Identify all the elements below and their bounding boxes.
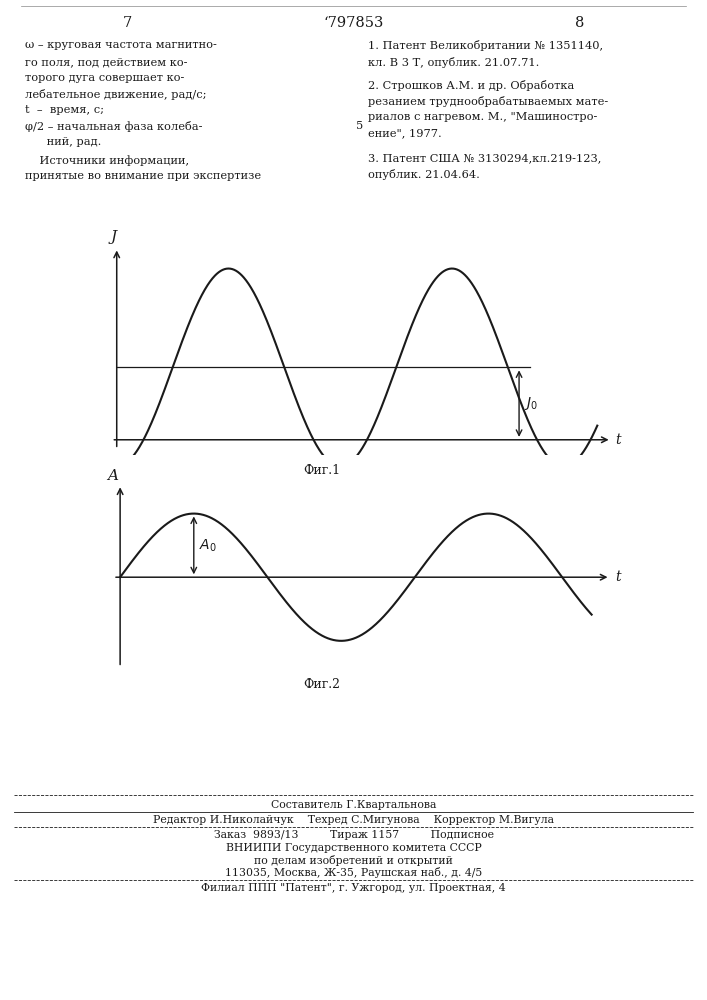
Text: $J_0$: $J_0$	[525, 395, 538, 412]
Text: по делам изобретений и открытий: по делам изобретений и открытий	[254, 855, 453, 866]
Text: 7: 7	[122, 16, 132, 30]
Text: φ/2 – начальная фаза колеба-: φ/2 – начальная фаза колеба-	[25, 121, 202, 132]
Text: J: J	[110, 230, 116, 244]
Text: Источники информации,: Источники информации,	[25, 155, 189, 166]
Text: 1. Патент Великобритании № 1351140,: 1. Патент Великобритании № 1351140,	[368, 40, 603, 51]
Text: кл. В 3 Т, опублик. 21.07.71.: кл. В 3 Т, опублик. 21.07.71.	[368, 57, 539, 68]
Text: t: t	[615, 433, 621, 447]
Text: 8: 8	[575, 16, 585, 30]
Text: Фиг.1: Фиг.1	[303, 464, 340, 477]
Text: 2. Строшков А.М. и др. Обработка: 2. Строшков А.М. и др. Обработка	[368, 80, 574, 91]
Text: принятые во внимание при экспертизе: принятые во внимание при экспертизе	[25, 171, 261, 181]
Text: ‘797853: ‘797853	[323, 16, 384, 30]
Text: ение", 1977.: ение", 1977.	[368, 128, 441, 138]
Text: го поля, под действием ко-: го поля, под действием ко-	[25, 57, 187, 67]
Text: 3. Патент США № 3130294,кл.219-123,: 3. Патент США № 3130294,кл.219-123,	[368, 153, 601, 163]
Text: торого дуга совершает ко-: торого дуга совершает ко-	[25, 73, 184, 83]
Text: Заказ  9893/13         Тираж 1157         Подписное: Заказ 9893/13 Тираж 1157 Подписное	[214, 830, 493, 840]
Text: t: t	[615, 570, 621, 584]
Text: Филиал ППП "Патент", г. Ужгород, ул. Проектная, 4: Филиал ППП "Патент", г. Ужгород, ул. Про…	[201, 883, 506, 893]
Text: A: A	[107, 469, 119, 483]
Text: опублик. 21.04.64.: опублик. 21.04.64.	[368, 169, 479, 180]
Text: Фиг.2: Фиг.2	[303, 678, 340, 691]
Text: ω – круговая частота магнитно-: ω – круговая частота магнитно-	[25, 40, 216, 50]
Text: 5: 5	[356, 121, 363, 131]
Text: 113035, Москва, Ж-35, Раушская наб., д. 4/5: 113035, Москва, Ж-35, Раушская наб., д. …	[225, 867, 482, 878]
Text: резанием труднообрабатываемых мате-: резанием труднообрабатываемых мате-	[368, 96, 608, 107]
Text: риалов с нагревом. М., "Машиностро-: риалов с нагревом. М., "Машиностро-	[368, 112, 597, 122]
Text: Редактор И.Николайчук    Техред С.Мигунова    Корректор М.Вигула: Редактор И.Николайчук Техред С.Мигунова …	[153, 815, 554, 825]
Text: Составитель Г.Квартальнова: Составитель Г.Квартальнова	[271, 800, 436, 810]
Text: ВНИИПИ Государственного комитета СССР: ВНИИПИ Государственного комитета СССР	[226, 843, 481, 853]
Text: t  –  время, с;: t – время, с;	[25, 105, 104, 115]
Text: $A_0$: $A_0$	[199, 537, 217, 554]
Text: лебательное движение, рад/с;: лебательное движение, рад/с;	[25, 89, 206, 100]
Text: ний, рад.: ний, рад.	[25, 137, 101, 147]
